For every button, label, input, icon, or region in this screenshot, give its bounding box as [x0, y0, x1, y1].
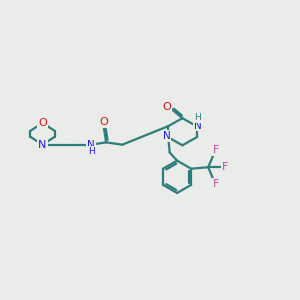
Text: N: N [38, 140, 47, 150]
Text: F: F [222, 162, 228, 172]
Text: N: N [194, 121, 202, 130]
Text: F: F [213, 146, 220, 155]
Text: H: H [195, 113, 201, 122]
Text: N: N [87, 140, 95, 150]
Text: N: N [163, 131, 171, 141]
Text: O: O [162, 102, 171, 112]
Text: O: O [99, 117, 108, 127]
Text: O: O [38, 118, 47, 128]
Text: H: H [88, 147, 94, 156]
Text: F: F [213, 179, 220, 189]
